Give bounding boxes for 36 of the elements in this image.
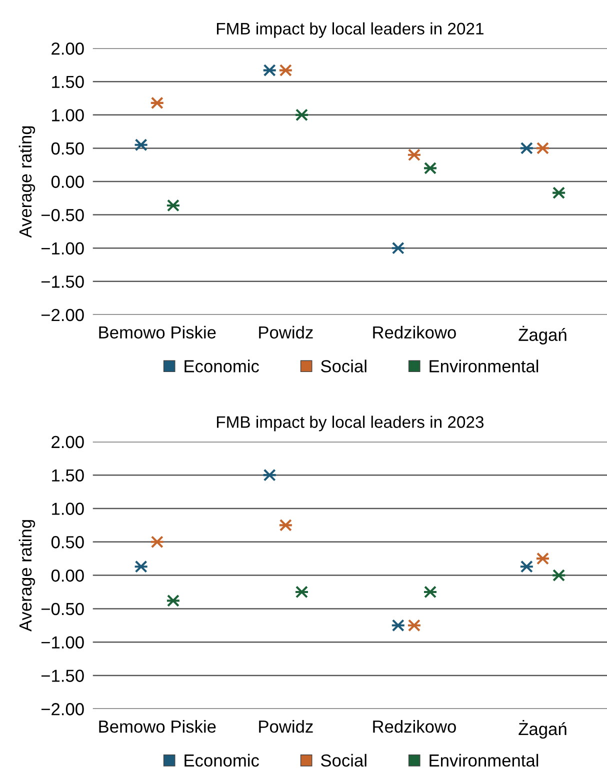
y-tick-label: −1.50 bbox=[41, 670, 84, 682]
legend-label: Environmental bbox=[430, 754, 538, 767]
x-tick-label: Powidz bbox=[259, 720, 313, 733]
chart-title: FMB impact by local leaders in 2021 bbox=[216, 22, 484, 38]
y-tick-label: 1.00 bbox=[52, 109, 84, 122]
x-tick-label: Żagań bbox=[518, 720, 566, 739]
y-tick-label: −1.00 bbox=[41, 242, 84, 255]
legend-label: Economic bbox=[184, 754, 259, 767]
y-axis-title: Average rating bbox=[18, 520, 36, 632]
y-tick-label: −0.50 bbox=[41, 208, 84, 222]
x-tick-label: Redzikowo bbox=[373, 720, 456, 733]
y-tick-label: 2.00 bbox=[52, 436, 84, 448]
legend-label: Social bbox=[320, 360, 366, 372]
y-tick-label: 1.00 bbox=[52, 502, 84, 515]
x-tick-label: Powidz bbox=[259, 326, 313, 339]
y-axis-title: Average rating bbox=[18, 126, 36, 238]
y-tick-label: −0.50 bbox=[41, 602, 84, 616]
chart-title: FMB impact by local leaders in 2023 bbox=[216, 416, 484, 432]
y-tick-label: 0.50 bbox=[51, 142, 84, 155]
legend-label: Environmental bbox=[430, 360, 538, 372]
y-tick-label: 1.50 bbox=[52, 469, 84, 482]
y-tick-label: 1.50 bbox=[52, 76, 84, 88]
y-tick-label: 0.00 bbox=[51, 569, 84, 582]
y-tick-label: −2.00 bbox=[41, 703, 84, 716]
y-tick-label: 0.00 bbox=[51, 176, 84, 188]
y-tick-label: −1.00 bbox=[41, 636, 84, 649]
y-tick-label: −1.50 bbox=[41, 276, 84, 288]
legend-label: Social bbox=[320, 754, 366, 767]
x-tick-label: Bemowo Piskie bbox=[99, 326, 216, 339]
x-tick-label: Bemowo Piskie bbox=[99, 720, 216, 733]
legend-label: Economic bbox=[184, 360, 259, 372]
y-tick-label: −2.00 bbox=[41, 308, 84, 322]
x-tick-label: Żagań bbox=[518, 326, 566, 344]
x-tick-label: Redzikowo bbox=[373, 326, 456, 339]
y-tick-label: 0.50 bbox=[51, 536, 84, 548]
y-tick-label: 2.00 bbox=[52, 42, 84, 55]
